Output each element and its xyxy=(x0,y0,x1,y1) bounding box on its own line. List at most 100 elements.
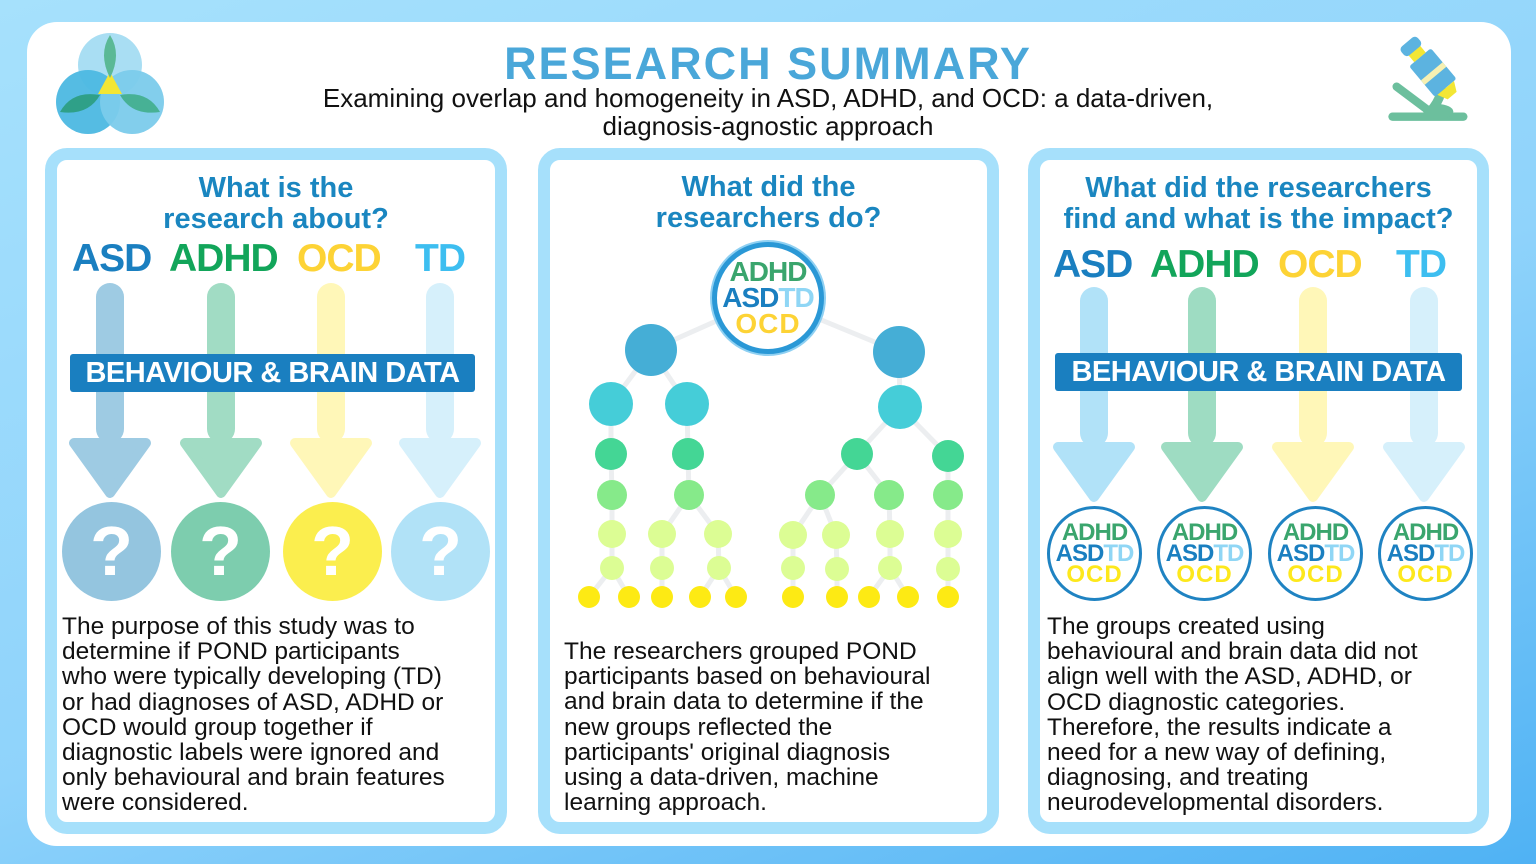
mix-adhd: ADHD xyxy=(1392,518,1459,546)
text-line: align well with the ASD, ADHD, or xyxy=(1047,663,1412,691)
tree-node xyxy=(589,382,633,426)
text-line: using a data-driven, machine xyxy=(564,764,879,792)
mix-adhd: ADHD xyxy=(1061,518,1128,546)
text-line: neurodevelopmental disorders. xyxy=(1047,789,1384,817)
tree-node xyxy=(618,586,640,608)
text-line: The purpose of this study was to xyxy=(62,613,415,640)
microscope-icon xyxy=(1388,36,1468,121)
text-line: need for a new way of defining, xyxy=(1047,739,1387,767)
tree-node xyxy=(782,586,804,608)
label-ocd: OCD xyxy=(1278,243,1363,286)
mix-td: TD xyxy=(1103,539,1134,567)
tree-node xyxy=(933,480,963,510)
tree-node xyxy=(597,480,627,510)
label-asd: ASD xyxy=(1053,243,1133,286)
mix-ocd: OCD xyxy=(1397,560,1454,588)
text-line: were considered. xyxy=(62,789,249,817)
mixed-diagnoses-icon: ADHD ASDTD OCD xyxy=(1157,506,1252,601)
tree-node xyxy=(874,480,904,510)
question-icon: ? xyxy=(283,502,382,601)
label-adhd: ADHD xyxy=(1150,243,1260,286)
text-line: The researchers grouped POND xyxy=(564,638,917,665)
label-td: TD xyxy=(1396,243,1447,286)
tree-node xyxy=(651,586,673,608)
text-line: and brain data to determine if the xyxy=(564,688,924,716)
question-icon: ? xyxy=(171,502,270,601)
mixed-diagnoses-icon: ADHD ASDTD OCD xyxy=(1268,506,1363,601)
trefoil-logo-icon xyxy=(56,33,164,134)
text-line: learning approach. xyxy=(564,789,767,817)
label-asd: ASD xyxy=(72,237,152,280)
panel-description: The researchers grouped POND participant… xyxy=(564,638,994,817)
tree-node xyxy=(674,480,704,510)
tree-node xyxy=(858,586,880,608)
question-icon: ? xyxy=(62,502,161,601)
mixed-diagnoses-icon: ADHD ASDTD OCD xyxy=(1378,506,1473,601)
mix-asd: ASD xyxy=(1276,539,1326,567)
panel-research-about xyxy=(45,148,507,834)
mix-td: TD xyxy=(1324,539,1355,567)
text-line: OCD would group together if xyxy=(62,713,373,741)
tree-node xyxy=(781,556,805,580)
text-line: determine if POND participants xyxy=(62,638,400,666)
panel-heading: What did the researchers find and what i… xyxy=(1040,173,1477,235)
panel-description: The purpose of this study was to determi… xyxy=(62,614,502,816)
arrow-down-icon xyxy=(1161,287,1243,502)
text-line: diagnosing, and treating xyxy=(1047,764,1309,792)
tree-node xyxy=(725,586,747,608)
mixed-diagnoses-icon: ADHD ASDTD OCD xyxy=(1047,506,1142,601)
panel-description: The groups created using behavioural and… xyxy=(1047,614,1482,816)
panel-heading: What is the research about? xyxy=(57,173,495,235)
text-line: behavioural and brain data did not xyxy=(1047,638,1418,666)
heading-line: What is the xyxy=(198,172,354,204)
mix-ocd: OCD xyxy=(1176,560,1233,588)
behaviour-brain-data-bar: BEHAVIOUR & BRAIN DATA xyxy=(1055,353,1462,391)
tree-node xyxy=(598,520,626,548)
subtitle-line: diagnosis-agnostic approach xyxy=(602,111,934,141)
tree-node xyxy=(878,385,922,429)
label-td: TD xyxy=(415,237,466,280)
tree-node xyxy=(779,521,807,549)
tree-node xyxy=(936,557,960,581)
label-ocd: OCD xyxy=(297,237,382,280)
heading-line: What did the researchers xyxy=(1085,172,1432,204)
tree-node xyxy=(878,556,902,580)
arrow-down-icon xyxy=(399,283,481,498)
heading-line: research about? xyxy=(163,203,389,235)
heading-line: What did the xyxy=(681,171,856,203)
tree-node xyxy=(876,520,904,548)
tree-node xyxy=(932,440,964,472)
mix-adhd: ADHD xyxy=(729,256,808,287)
heading-line: find and what is the impact? xyxy=(1063,203,1454,235)
subtitle-line: Examining overlap and homogeneity in ASD… xyxy=(322,83,1214,113)
text-line: only behavioural and brain features xyxy=(62,764,445,792)
text-line: The groups created using xyxy=(1047,613,1325,640)
text-line: diagnostic labels were ignored and xyxy=(62,739,440,767)
mix-asd: ASD xyxy=(722,282,779,313)
mix-asd: ASD xyxy=(1386,539,1436,567)
tree-node xyxy=(672,438,704,470)
mix-ocd: OCD xyxy=(1066,560,1123,588)
arrow-down-icon xyxy=(1272,287,1354,502)
tree-node xyxy=(650,556,674,580)
mix-td: TD xyxy=(1213,539,1244,567)
mixed-diagnoses-root-icon: ADHD ASDTD OCD xyxy=(712,242,824,354)
behaviour-brain-data-bar: BEHAVIOUR & BRAIN DATA xyxy=(70,354,475,392)
tree-node xyxy=(937,586,959,608)
tree-node xyxy=(805,480,835,510)
mix-adhd: ADHD xyxy=(1171,518,1238,546)
question-icon: ? xyxy=(391,502,490,601)
page-subtitle: Examining overlap and homogeneity in ASD… xyxy=(0,84,1536,140)
text-line: who were typically developing (TD) xyxy=(62,663,442,691)
label-adhd: ADHD xyxy=(169,237,279,280)
text-line: new groups reflected the xyxy=(564,713,833,741)
panel-heading: What did the researchers do? xyxy=(550,172,987,234)
text-line: Therefore, the results indicate a xyxy=(1047,713,1392,741)
mix-adhd: ADHD xyxy=(1282,518,1349,546)
tree-node xyxy=(934,520,962,548)
heading-line: researchers do? xyxy=(655,202,882,234)
arrow-down-icon xyxy=(1383,287,1465,502)
tree-node xyxy=(704,520,732,548)
page-title: RESEARCH SUMMARY xyxy=(504,38,1032,89)
tree-node xyxy=(825,557,849,581)
